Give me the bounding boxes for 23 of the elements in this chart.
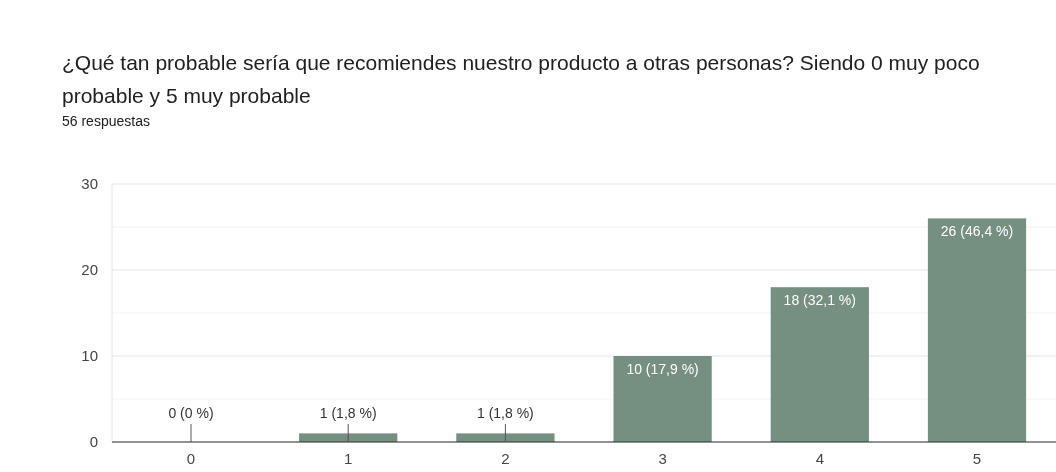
bar: [770, 287, 869, 442]
bar: [613, 356, 712, 442]
bar: [299, 433, 398, 442]
data-label: 1 (1,8 %): [319, 405, 377, 421]
x-tick-label: 4: [815, 450, 824, 467]
data-label: 26 (46,4 %): [940, 223, 1014, 240]
x-tick-label: 1: [344, 450, 353, 467]
x-tick-label: 3: [658, 450, 667, 467]
y-tick-label: 20: [81, 261, 98, 279]
y-tick-label: 0: [89, 433, 98, 451]
bar: [927, 218, 1027, 442]
x-tick-label: 5: [972, 450, 982, 467]
x-tick-label: 2: [501, 450, 510, 467]
bar: [456, 433, 555, 442]
data-label: 0 (0 %): [168, 405, 214, 421]
chart-title: ¿Qué tan probable sería que recomiendes nuestro producto a otras personas? Siendo 0 muy poco probable y 5 muy probable: [62, 51, 980, 107]
y-tick-label: 30: [81, 175, 98, 193]
data-label: 1 (1,8 %): [476, 405, 534, 421]
chart-subtitle: 56 respuestas: [62, 113, 150, 129]
y-tick-label: 10: [81, 347, 98, 365]
x-tick-label: 0: [186, 450, 196, 467]
data-label: 10 (17,9 %): [626, 361, 699, 377]
data-label: 18 (32,1 %): [783, 292, 856, 309]
